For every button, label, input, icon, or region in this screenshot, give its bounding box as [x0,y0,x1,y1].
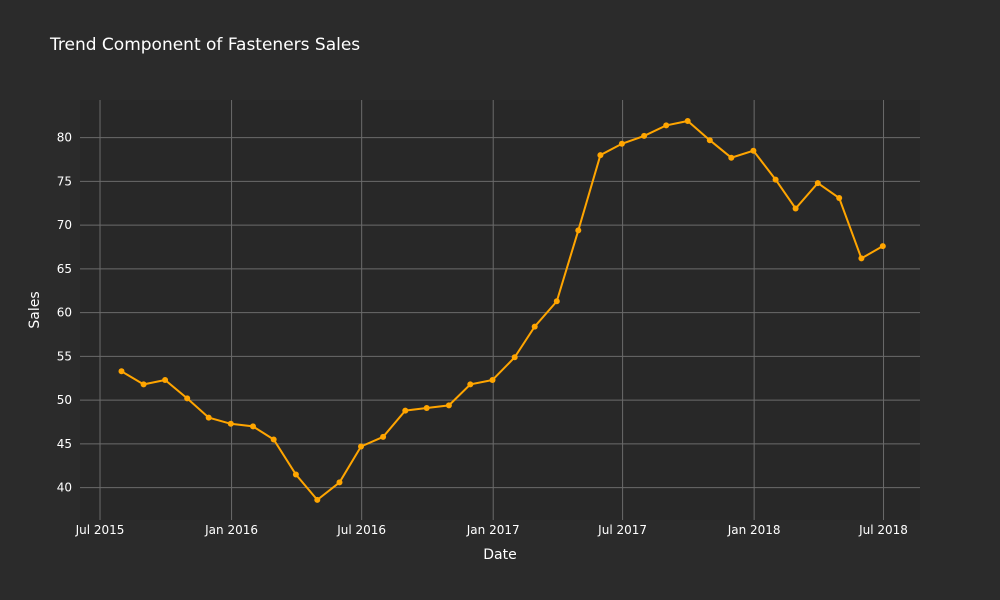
x-tick-label: Jul 2015 [75,523,125,537]
data-point [402,407,409,414]
data-point [205,414,212,421]
data-point [814,180,821,187]
data-point [227,420,234,427]
data-point [336,479,343,486]
x-tick-label: Jul 2018 [858,523,908,537]
grid-lines [80,100,920,520]
y-tick-label: 65 [57,262,72,276]
data-point [750,147,757,154]
y-tick-label: 60 [57,306,72,320]
data-point [706,137,713,144]
data-point [162,377,169,383]
data-point [663,122,670,129]
y-tick-label: 80 [57,131,72,145]
chart-title: Trend Component of Fasteners Sales [49,35,360,55]
data-point [531,323,538,330]
data-point [684,118,691,124]
data-point [575,227,582,234]
data-point [597,152,604,159]
data-point [314,496,321,503]
data-point [553,298,560,305]
y-tick-label: 50 [57,393,72,407]
data-point [511,354,518,361]
y-tick-label: 70 [57,218,72,232]
data-point [489,377,496,383]
x-tick-label: Jul 2016 [336,523,386,537]
x-tick-label: Jan 2018 [727,523,781,537]
data-point [118,368,125,375]
data-point [270,436,277,443]
data-point [184,395,191,402]
data-point [641,132,648,139]
data-point [445,402,452,409]
y-tick-label: 55 [57,349,72,363]
data-point [879,243,886,250]
data-point [772,176,779,183]
data-point [140,381,147,388]
data-point [836,195,843,201]
x-tick-label: Jan 2017 [466,523,520,537]
data-point [858,255,865,262]
data-point [728,154,735,161]
y-tick-label: 45 [57,437,72,451]
series-line [120,119,884,502]
data-point [380,433,387,440]
y-tick-label: 40 [57,481,72,495]
data-point [618,140,625,147]
data-point [250,423,256,430]
series-points [118,118,886,503]
x-tick-label: Jan 2016 [204,523,258,537]
plot-area [80,100,920,520]
axis-ticks: 40 45 50 55 60 65 70 75 80 Jul 2015 Jan 2016 Jul 20… [57,131,908,537]
data-point [423,405,430,411]
y-tick-label: 75 [57,174,72,188]
x-axis-title: Date [483,547,516,563]
x-tick-label: Jul 2017 [597,523,647,537]
y-axis-title: Sales [27,291,43,328]
data-point [467,381,474,388]
data-point [358,443,364,450]
data-point [792,205,799,212]
data-point [292,471,299,478]
